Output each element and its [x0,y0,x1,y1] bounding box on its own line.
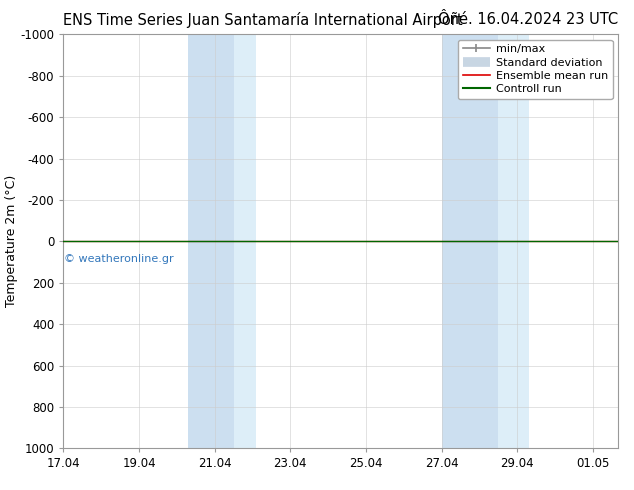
Legend: min/max, Standard deviation, Ensemble mean run, Controll run: min/max, Standard deviation, Ensemble me… [458,40,612,99]
Bar [188,34,233,448]
Bar [441,34,498,448]
Text: © weatheronline.gr: © weatheronline.gr [64,254,174,264]
Bar [233,34,256,448]
Text: Ôñé. 16.04.2024 23 UTC: Ôñé. 16.04.2024 23 UTC [438,12,618,27]
Y-axis label: Temperature 2m (°C): Temperature 2m (°C) [4,175,18,307]
Text: ENS Time Series Juan Santamaría International Airport: ENS Time Series Juan Santamaría Internat… [63,12,463,28]
Bar [498,34,529,448]
